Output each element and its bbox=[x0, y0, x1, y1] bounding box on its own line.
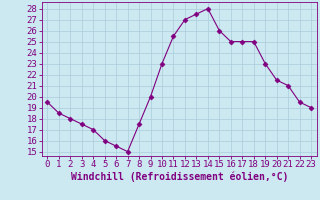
X-axis label: Windchill (Refroidissement éolien,°C): Windchill (Refroidissement éolien,°C) bbox=[70, 172, 288, 182]
